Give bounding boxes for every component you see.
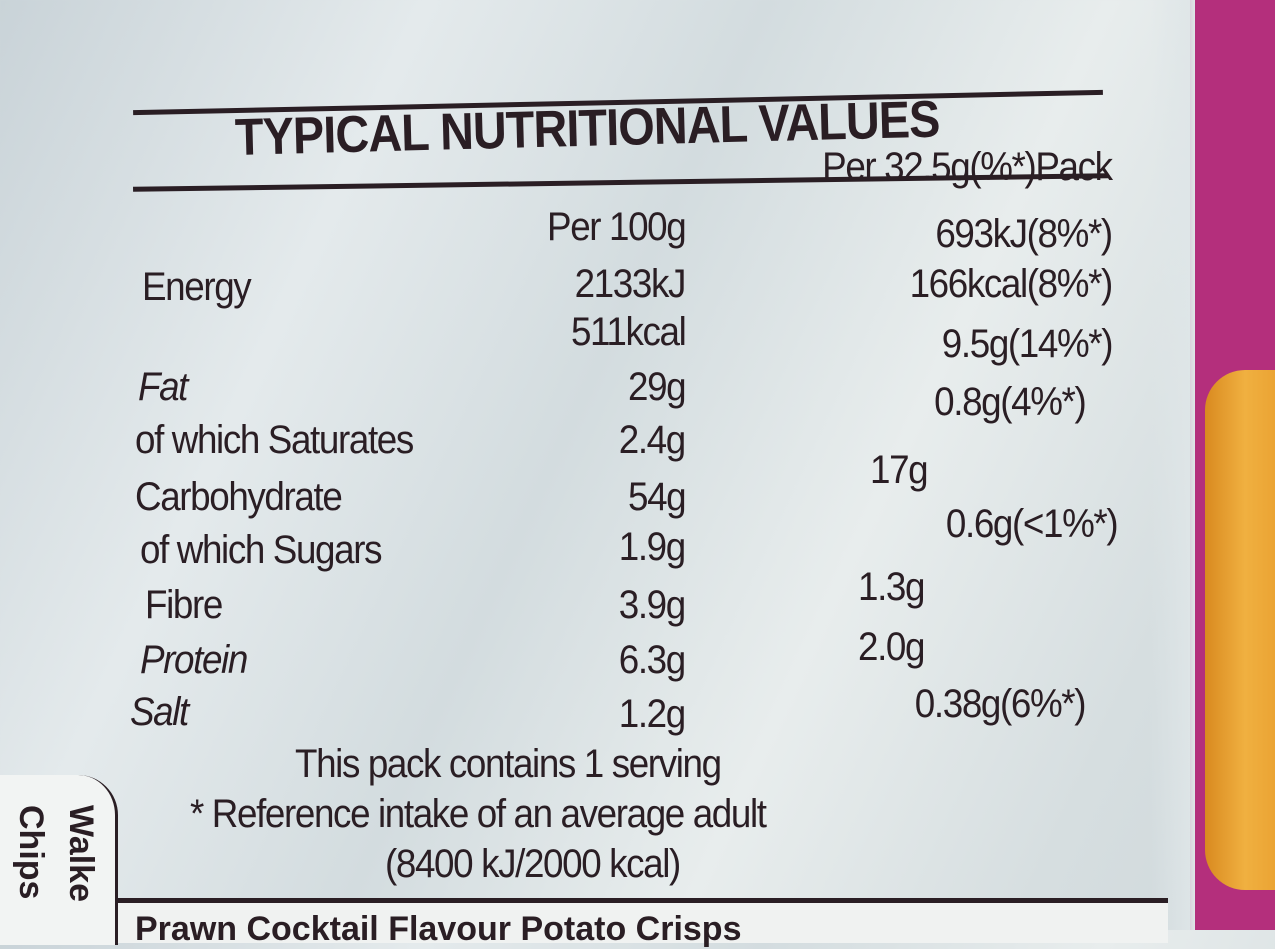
perpack-value: 693kJ(8%*) (935, 212, 1114, 256)
per100-value: 2133kJ (574, 262, 687, 306)
per100-value: 6.3g (618, 638, 686, 682)
perpack-value: 1.3g (858, 565, 925, 609)
row-label: of which Sugars (140, 528, 383, 572)
column-per-100g: Per 100g (546, 205, 687, 249)
perpack-value: 0.6g(<1%*) (945, 502, 1119, 546)
per100-value: 2.4g (618, 418, 686, 462)
column-per-pack: Per 32.5g(%*)Pack (822, 145, 1114, 189)
row-label: Carbohydrate (135, 475, 343, 519)
perpack-value: 0.38g(6%*) (914, 682, 1087, 726)
row-label: Energy (142, 265, 252, 309)
per100-value: 29g (627, 365, 687, 409)
side-tab (0, 775, 118, 945)
side-text-2: Chips (12, 805, 50, 900)
row-label: Salt (130, 690, 189, 734)
row-label: of which Saturates (135, 418, 414, 462)
row-label: Fat (138, 365, 188, 409)
reference-note: * Reference intake of an average adult (190, 792, 767, 836)
servings-note: This pack contains 1 serving (295, 742, 722, 786)
per100-value: 54g (627, 475, 687, 519)
pack-fold (1150, 0, 1195, 930)
perpack-value: 0.8g(4%*) (933, 380, 1087, 424)
reference-values: (8400 kJ/2000 kcal) (385, 842, 681, 886)
per100-value: 1.9g (618, 525, 686, 569)
per100-value: 3.9g (618, 583, 686, 627)
perpack-value: 166kcal(8%*) (909, 262, 1114, 306)
perpack-value: 2.0g (858, 625, 925, 669)
perpack-value: 9.5g(14%*) (941, 322, 1114, 366)
perpack-value: 17g (870, 448, 929, 492)
row-label: Fibre (145, 583, 223, 627)
side-text-1: Walke (62, 805, 100, 903)
per100-value: 511kcal (570, 310, 687, 354)
crisp-image (1205, 370, 1275, 890)
row-label: Protein (140, 638, 248, 682)
per100-value: 1.2g (618, 692, 686, 736)
